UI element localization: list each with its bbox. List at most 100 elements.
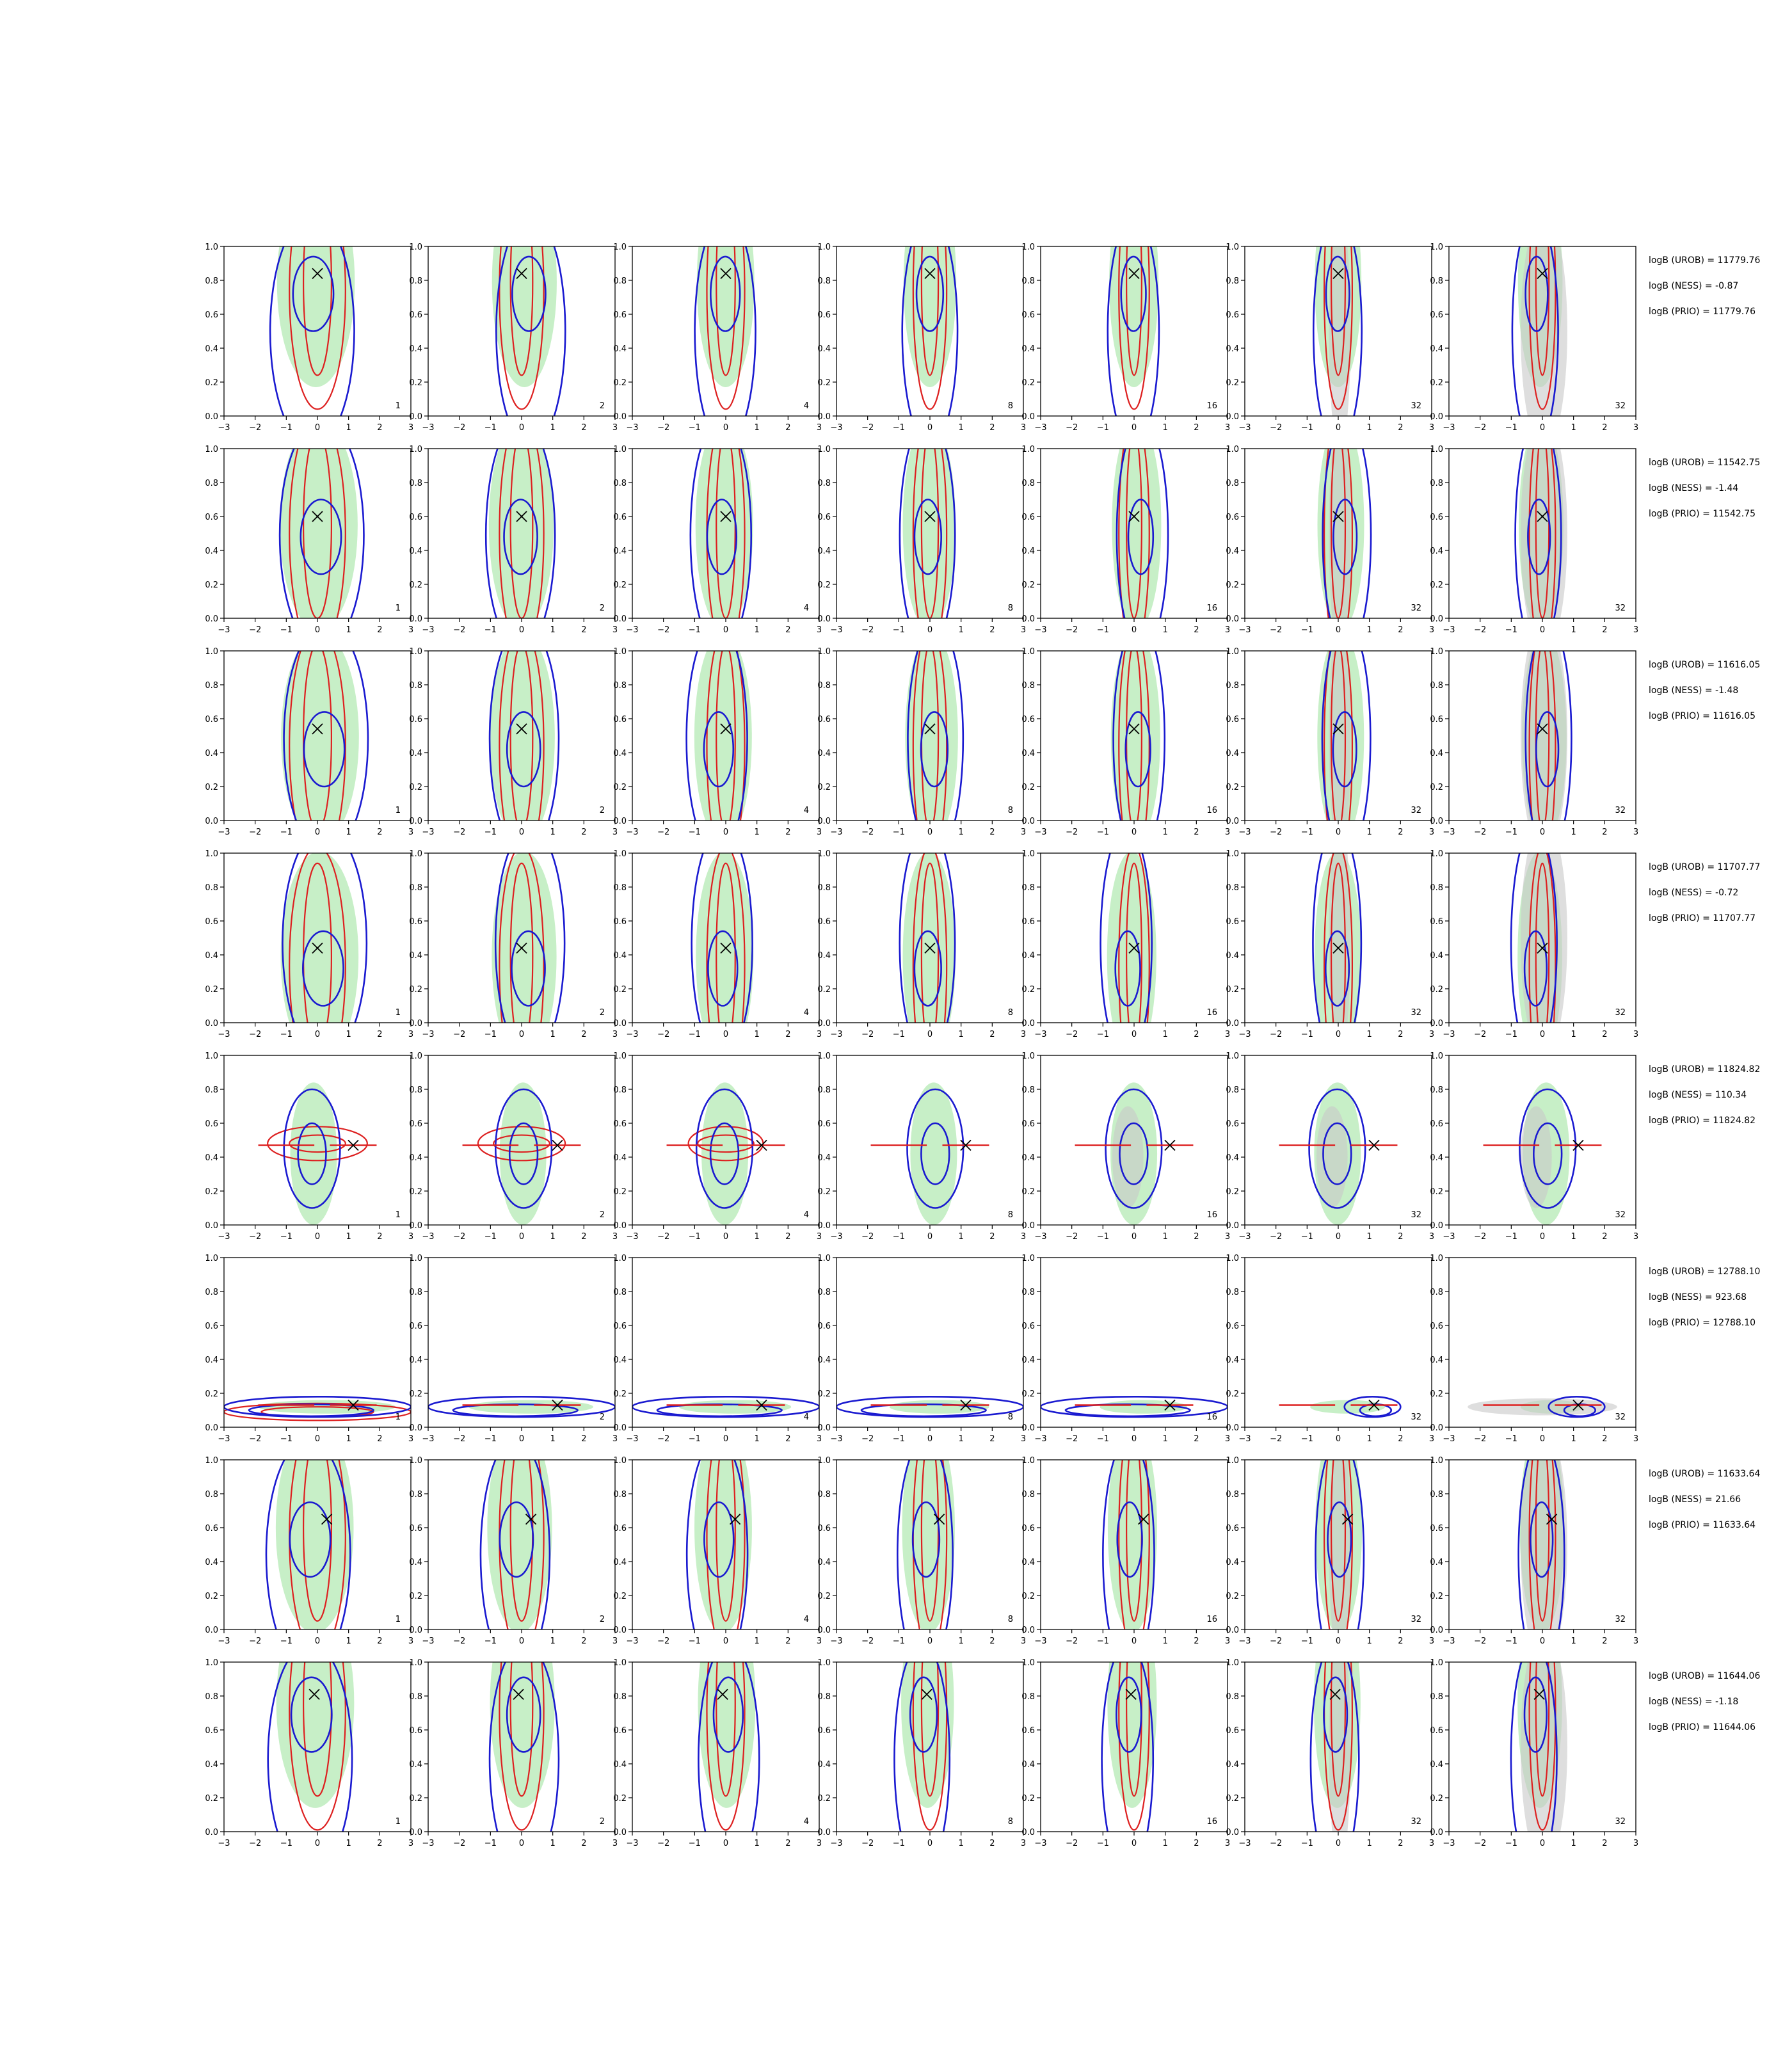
x-tick-label: −1 — [1301, 1636, 1313, 1646]
panel-label: 32 — [1411, 401, 1421, 411]
x-tick-label: 2 — [989, 1636, 995, 1646]
row-annotation: logB (PRIO) = 11616.05 — [1649, 711, 1756, 721]
x-tick-label: −3 — [830, 625, 842, 635]
x-tick-label: 1 — [346, 423, 351, 433]
x-tick-label: 1 — [1571, 625, 1576, 635]
contour-blue-inner — [1332, 711, 1357, 788]
contour-blue-inner — [911, 1501, 941, 1578]
y-tick-label: 0.8 — [1226, 276, 1239, 286]
panel-label: 8 — [1008, 1412, 1013, 1422]
y-tick-label: 0.0 — [817, 1828, 831, 1837]
panel-r4-c6: −3 −2 −1 0 1 2 3 0.0 0.2 0.4 0.6 0.8 1.0 32 — [1226, 849, 1434, 1039]
panel-r5-c2: −3 −2 −1 0 1 2 30.00.20.40.60.81.02 — [409, 1052, 618, 1242]
y-tick-label: 0.8 — [613, 1085, 627, 1095]
y-tick-label: 0.8 — [1430, 883, 1443, 893]
y-tick-label: 0.4 — [409, 344, 422, 354]
y-tick-label: 0.0 — [613, 412, 627, 422]
x-tick-label: −2 — [1270, 1434, 1282, 1444]
y-tick-label: 0.4 — [1430, 547, 1443, 556]
y-tick-label: 1.0 — [1226, 243, 1239, 252]
x-tick-label: 3 — [817, 1636, 822, 1646]
true-value-marker — [720, 723, 732, 735]
x-tick-label: 0 — [315, 828, 320, 837]
y-tick-label: 1.0 — [409, 647, 422, 657]
x-tick-label: 1 — [550, 1839, 556, 1848]
x-tick-label: 0 — [519, 423, 524, 433]
y-tick-label: 0.2 — [409, 985, 422, 995]
contour-red-inner — [1330, 246, 1347, 376]
x-tick-label: 1 — [346, 1636, 351, 1646]
x-tick-label: −2 — [453, 1839, 465, 1848]
x-tick-label: −1 — [484, 828, 497, 837]
x-tick-label: 3 — [1225, 625, 1230, 635]
x-tick-label: 3 — [1021, 625, 1026, 635]
x-tick-label: 3 — [1021, 828, 1026, 837]
plot-area — [666, 1082, 785, 1225]
y-tick-label: 0.0 — [817, 1626, 831, 1635]
y-tick-label: 0.6 — [205, 1119, 218, 1129]
contour-blue-outer — [1548, 1396, 1606, 1418]
y-tick-label: 0.8 — [1021, 479, 1035, 488]
y-tick-label: 0.8 — [1226, 1085, 1239, 1095]
y-tick-label: 0.2 — [205, 1794, 218, 1804]
y-tick-label: 0.8 — [205, 883, 218, 893]
row-annotation: logB (PRIO) = 11707.77 — [1649, 913, 1756, 924]
x-tick-label: −3 — [1034, 1434, 1046, 1444]
y-tick-label: 0.8 — [817, 276, 831, 286]
x-tick-label: 3 — [1633, 828, 1638, 837]
y-tick-label: 0.0 — [1430, 1423, 1443, 1433]
contour-blue-outer — [899, 449, 956, 618]
x-tick-label: 1 — [959, 1232, 964, 1242]
x-tick-label: 3 — [612, 625, 618, 635]
contour-blue-inner — [503, 499, 538, 575]
contour-red-outer — [499, 449, 545, 618]
row-annotation: logB (UROB) = 11633.64 — [1649, 1469, 1760, 1479]
x-tick-label: 0 — [1336, 625, 1341, 635]
y-tick-label: 0.8 — [1021, 1288, 1035, 1297]
x-tick-label: 3 — [817, 1839, 822, 1848]
x-tick-label: 2 — [1194, 423, 1199, 433]
contour-blue-inner — [1323, 1676, 1348, 1753]
contour-red-inner — [509, 1662, 534, 1797]
contour-blue-inner — [1120, 255, 1147, 332]
y-tick-label: 0.4 — [409, 1558, 422, 1567]
y-tick-label: 0.2 — [1430, 783, 1443, 792]
true-value-marker — [1533, 1688, 1545, 1700]
true-value-marker — [516, 511, 527, 522]
y-tick-label: 0.0 — [817, 1019, 831, 1028]
contour-blue-outer — [1105, 1088, 1163, 1209]
contour-blue-inner — [913, 930, 942, 1007]
y-tick-label: 0.2 — [205, 1389, 218, 1399]
true-value-marker — [1572, 1399, 1584, 1411]
x-tick-label: −1 — [484, 423, 497, 433]
y-tick-label: 0.8 — [1021, 883, 1035, 893]
panel-label: 1 — [396, 1615, 401, 1624]
y-tick-label: 0.8 — [1021, 1692, 1035, 1702]
x-tick-label: −2 — [1474, 625, 1486, 635]
y-tick-label: 0.2 — [613, 1794, 627, 1804]
x-tick-label: −1 — [689, 1030, 701, 1039]
panel-label: 8 — [1008, 1817, 1013, 1827]
row-annotation: logB (NESS) = 110.34 — [1649, 1090, 1747, 1100]
y-tick-label: 0.4 — [1021, 547, 1035, 556]
y-tick-label: 0.0 — [1430, 1221, 1443, 1231]
y-tick-label: 0.2 — [613, 985, 627, 995]
panel-r2-c6: −3 −2 −1 0 1 2 30.00.20.40.60.81.032 — [1226, 445, 1434, 635]
contour-red-inner — [920, 1662, 940, 1797]
panel-r6-c7: −3 −2 −1 0 1 2 30.00.20.40.60.81.032 — [1430, 1254, 1638, 1444]
contour-red-inner — [1126, 1662, 1142, 1797]
row-annotation: logB (NESS) = -1.44 — [1649, 483, 1738, 493]
y-tick-label: 0.6 — [409, 310, 422, 320]
y-tick-label: 1.0 — [1430, 647, 1443, 657]
panel-r1-c6: −3 −2 −1 0 1 2 30.00.20.40.60.81.032 — [1226, 243, 1434, 433]
contour-blue-outer — [484, 449, 556, 618]
x-tick-label: −3 — [626, 1636, 638, 1646]
x-tick-label: −1 — [689, 1232, 701, 1242]
x-tick-label: −3 — [1238, 828, 1251, 837]
contour-blue-outer — [1511, 246, 1559, 416]
y-tick-label: 0.8 — [205, 681, 218, 691]
x-tick-label: 0 — [1540, 1232, 1545, 1242]
panel-r2-c3: −3 −2 −1 0 1 2 30.00.20.40.60.81.04 — [613, 445, 822, 635]
contour-red-outer — [1324, 449, 1353, 618]
x-tick-label: 1 — [346, 828, 351, 837]
